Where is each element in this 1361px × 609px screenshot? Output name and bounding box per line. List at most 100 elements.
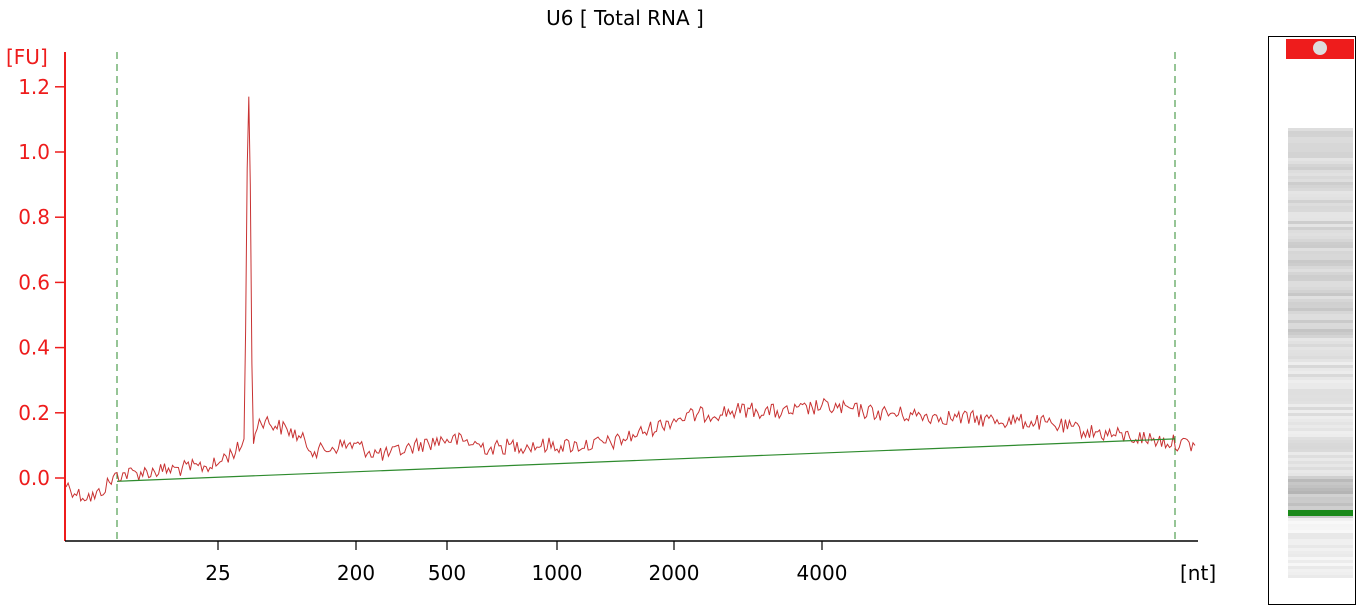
gel-band: [1288, 389, 1353, 392]
gel-band: [1288, 491, 1353, 494]
gel-band: [1288, 230, 1353, 233]
gel-band: [1288, 338, 1353, 341]
gel-band: [1288, 422, 1353, 425]
gel-band: [1288, 137, 1353, 140]
gel-band: [1288, 221, 1353, 224]
y-tick-label: 0.2: [18, 401, 50, 425]
gel-band: [1288, 296, 1353, 299]
gel-band: [1288, 470, 1353, 473]
gel-band: [1288, 446, 1353, 449]
gel-band: [1288, 428, 1353, 431]
x-tick-label: 2000: [649, 561, 700, 585]
gel-band: [1288, 320, 1353, 323]
gel-band: [1288, 494, 1353, 497]
gel-band: [1288, 194, 1353, 197]
gel-band: [1288, 224, 1353, 227]
gel-band: [1288, 515, 1353, 518]
y-tick-label: 1.0: [18, 140, 50, 164]
gel-band: [1288, 272, 1353, 275]
gel-band: [1288, 266, 1353, 269]
gel-band: [1288, 383, 1353, 386]
gel-band: [1288, 350, 1353, 353]
baseline-line: [116, 438, 1176, 482]
gel-band: [1288, 215, 1353, 218]
region-markers: [116, 52, 1176, 541]
gel-band: [1288, 566, 1353, 569]
x-axis-ticks: 25 200 500 1000 2000 4000: [205, 541, 847, 585]
gel-band: [1288, 365, 1353, 368]
x-tick-label: 200: [337, 561, 375, 585]
gel-band: [1288, 371, 1353, 374]
gel-band: [1288, 299, 1353, 302]
gel-band: [1288, 317, 1353, 320]
gel-band: [1288, 557, 1353, 560]
gel-band: [1288, 416, 1353, 419]
gel-band: [1288, 344, 1353, 347]
gel-band: [1288, 170, 1353, 173]
gel-band: [1288, 368, 1353, 371]
gel-band: [1288, 353, 1353, 356]
gel-band: [1288, 524, 1353, 527]
gel-band: [1288, 431, 1353, 434]
gel-band: [1288, 356, 1353, 359]
gel-band: [1288, 197, 1353, 200]
gel-band: [1288, 200, 1353, 203]
electropherogram-trace: [65, 96, 1196, 502]
gel-band: [1288, 440, 1353, 443]
gel-band: [1288, 497, 1353, 500]
gel-band: [1288, 545, 1353, 548]
gel-band: [1288, 326, 1353, 329]
y-tick-label: 0.4: [18, 336, 50, 360]
gel-top-marker-icon: [1313, 41, 1327, 55]
x-tick-label: 500: [428, 561, 466, 585]
gel-band: [1288, 473, 1353, 476]
gel-band: [1288, 128, 1353, 131]
gel-band: [1288, 158, 1353, 161]
gel-band: [1288, 290, 1353, 293]
gel-band: [1288, 572, 1353, 575]
gel-band: [1288, 245, 1353, 248]
gel-band: [1288, 131, 1353, 134]
gel-band: [1288, 362, 1353, 365]
gel-band: [1288, 254, 1353, 257]
gel-band: [1288, 452, 1353, 455]
gel-band: [1288, 191, 1353, 194]
y-tick-label: 0.8: [18, 205, 50, 229]
gel-band: [1288, 212, 1353, 215]
gel-lane: [1268, 36, 1356, 605]
series-group: [65, 96, 1196, 502]
gel-band: [1288, 560, 1353, 563]
gel-band: [1288, 461, 1353, 464]
gel-band: [1288, 155, 1353, 158]
gel-band: [1288, 185, 1353, 188]
gel-band: [1288, 539, 1353, 542]
gel-band: [1288, 554, 1353, 557]
gel-band: [1288, 188, 1353, 191]
gel-band: [1288, 164, 1353, 167]
gel-band: [1288, 278, 1353, 281]
gel-band: [1288, 206, 1353, 209]
gel-band: [1288, 569, 1353, 572]
gel-band: [1288, 302, 1353, 305]
gel-band: [1288, 404, 1353, 407]
electropherogram-chart: U6 [ Total RNA ] [FU] [nt] 0.00.20.40.60…: [6, 6, 1216, 585]
gel-band: [1288, 134, 1353, 137]
gel-band: [1288, 275, 1353, 278]
gel-band: [1288, 332, 1353, 335]
gel-band: [1288, 527, 1353, 530]
gel-band: [1288, 449, 1353, 452]
gel-band: [1288, 401, 1353, 404]
gel-band: [1288, 335, 1353, 338]
gel-band: [1288, 284, 1353, 287]
gel-band: [1288, 533, 1353, 536]
gel-band: [1288, 248, 1353, 251]
gel-band: [1288, 464, 1353, 467]
gel-band: [1288, 407, 1353, 410]
gel-band: [1288, 140, 1353, 143]
gel-band: [1288, 482, 1353, 485]
y-tick-label: 1.2: [18, 75, 50, 99]
gel-band: [1288, 530, 1353, 533]
gel-band: [1288, 359, 1353, 362]
gel-band: [1288, 146, 1353, 149]
gel-band: [1288, 209, 1353, 212]
